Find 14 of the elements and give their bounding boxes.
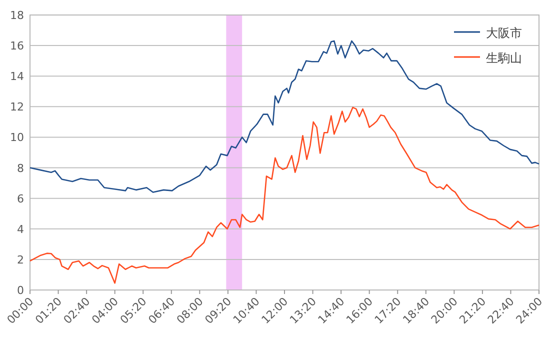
line-series xyxy=(29,40,540,193)
legend-label: 生駒山 xyxy=(486,51,522,65)
line-series xyxy=(29,106,540,284)
y-tick-label: 6 xyxy=(17,192,24,206)
y-tick-label: 12 xyxy=(10,100,24,114)
legend-label: 大阪市 xyxy=(486,26,522,40)
y-tick-label: 18 xyxy=(10,9,24,22)
y-tick-label: 4 xyxy=(17,222,24,236)
y-tick-label: 2 xyxy=(17,253,24,266)
y-tick-label: 8 xyxy=(17,162,24,175)
y-tick-label: 0 xyxy=(17,284,24,297)
y-tick-label: 14 xyxy=(10,70,24,84)
y-tick-label: 10 xyxy=(10,131,24,144)
y-tick-label: 16 xyxy=(10,40,24,53)
